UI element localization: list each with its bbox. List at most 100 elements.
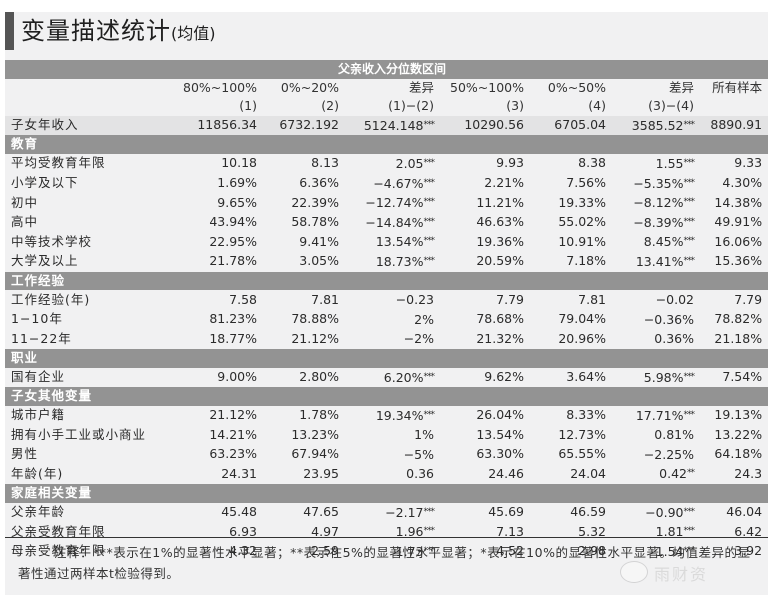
section-title: 教育	[5, 135, 769, 154]
table-cell: 9.65%	[160, 193, 263, 213]
column-label: 0%~50%	[547, 79, 606, 95]
cell-value: 3.05%	[299, 253, 339, 269]
row-label: 父亲年龄	[5, 502, 160, 523]
cell-value: 46.63%	[476, 214, 524, 230]
table-cell: 8.13	[263, 153, 345, 174]
table-row: 拥有小手工业或小商业 14.21% 13.23% 1% 13.54% 12.73% 0.81…	[5, 425, 769, 445]
row-label: 国有企业	[5, 367, 160, 388]
significance-stars: ***	[683, 371, 695, 382]
row-label: 母亲受教育年限	[5, 541, 160, 562]
cell-value: 1.54	[655, 543, 684, 559]
cell-value: 10290.56	[464, 117, 524, 133]
table-row: 父亲受教育年限 6.93 4.97 1.96*** 7.13 5.32 1.81*** 6.4…	[5, 522, 769, 542]
table-cell: 49.91%	[700, 212, 769, 233]
cell-value: 0.42	[659, 466, 687, 482]
cell-value: 21.12%	[209, 407, 257, 423]
table-cell: 26.04%	[440, 405, 530, 426]
row-label: 1−10年	[5, 309, 160, 330]
table-cell: 14.38%	[700, 193, 769, 213]
cell-value: 2.80%	[299, 369, 339, 384]
cell-value: −5.35%	[633, 175, 684, 191]
cell-value: 13.23%	[291, 426, 339, 442]
cell-value: 1.73	[395, 543, 424, 559]
cell-value: 24.04	[570, 465, 606, 481]
significance-stars: ***	[423, 526, 435, 537]
significance-stars: ***	[683, 216, 695, 227]
cell-value: 24.3	[734, 465, 763, 481]
table-cell: 46.63%	[440, 212, 530, 233]
table-cell: 65.55%	[530, 444, 612, 465]
cell-value: 6.36%	[299, 175, 339, 191]
cell-value: 16.06%	[714, 233, 763, 249]
cell-value: 58.78%	[291, 214, 339, 230]
row-label: 中等技术学校	[5, 232, 160, 252]
cell-value: 21.78%	[209, 253, 257, 269]
cell-value: 2%	[414, 311, 434, 327]
cell-value: 21.32%	[476, 330, 524, 346]
table-cell: 0.42**	[612, 464, 700, 485]
significance-stars: ***	[423, 545, 435, 556]
column-label: 0%~20%	[280, 79, 339, 95]
cell-value: 7.13	[496, 523, 524, 539]
cell-value: −2%	[403, 331, 434, 347]
cell-value: 1.55	[655, 155, 684, 171]
table-cell: −0.36%	[612, 309, 700, 330]
table-cell: 13.22%	[700, 425, 769, 445]
table-cell: 5.98%***	[612, 367, 700, 388]
cell-value: 63.23%	[209, 446, 257, 462]
table-cell: 0.81%	[612, 425, 700, 445]
table-cell: 6.93	[160, 522, 263, 542]
table-cell: 21.18%	[700, 329, 769, 349]
table-cell: 2.59	[263, 541, 345, 562]
cell-value: 24.31	[221, 465, 257, 481]
row-label: 小学及以下	[5, 173, 160, 194]
cell-value: 8890.91	[710, 117, 763, 133]
cell-value: 45.48	[221, 504, 257, 520]
cell-value: 19.36%	[476, 233, 524, 249]
cell-value: −2.25%	[643, 446, 694, 462]
cell-value: −2.17	[385, 504, 424, 520]
cell-value: 20.96%	[558, 330, 606, 346]
cell-value: 46.59	[570, 504, 606, 520]
row-label: 初中	[5, 193, 160, 213]
significance-stars: ***	[423, 216, 435, 227]
table-cell: −2%	[345, 329, 440, 349]
table-cell: 9.41%	[263, 232, 345, 252]
table-cell: 4.30%	[700, 173, 769, 194]
section-title: 子女其他变量	[5, 387, 769, 406]
row-label: 子女年收入	[5, 115, 160, 136]
column-index: (1)	[239, 98, 257, 114]
table-cell: 67.94%	[263, 444, 345, 465]
table-cell: −8.12%***	[612, 193, 700, 213]
column-index: (4)	[588, 98, 606, 114]
table-cell: 58.78%	[263, 212, 345, 233]
cell-value: 7.81	[578, 291, 606, 307]
table-cell: 9.62%	[440, 367, 530, 388]
table-cell: 1.54***	[612, 541, 700, 562]
table-cell: 13.41%***	[612, 251, 700, 272]
table-cell: 21.12%	[160, 405, 263, 426]
cell-value: 26.04%	[476, 407, 524, 423]
cell-value: −8.12%	[633, 195, 684, 211]
footnote: 注释：***表示在1%的显著性水平显著；**表示在5%的显著性水平显著；*表示在…	[18, 545, 751, 581]
cell-value: 7.18%	[566, 253, 606, 269]
table-cell: 21.12%	[263, 329, 345, 349]
significance-stars: ***	[683, 409, 695, 420]
cell-value: 1.96	[395, 524, 424, 540]
cell-value: 0.36	[406, 466, 434, 482]
watermark-text: 雨财资	[654, 565, 709, 584]
table-cell: 15.36%	[700, 251, 769, 272]
table-cell: 2.05***	[345, 153, 440, 174]
cell-value: 22.39%	[291, 194, 339, 210]
row-label: 父亲受教育年限	[5, 522, 160, 542]
table-cell: 11856.34	[160, 115, 263, 136]
band-title: 父亲收入分位数区间	[160, 60, 769, 79]
cell-value: 8.33%	[566, 407, 606, 423]
row-label: 大学及以上	[5, 251, 160, 272]
cell-value: 2.21%	[484, 175, 524, 191]
table-cell: 7.54%	[700, 367, 769, 388]
table-cell: 18.77%	[160, 329, 263, 349]
cell-value: 21.18%	[714, 330, 763, 346]
cell-value: 9.65%	[217, 194, 257, 210]
row-label: 平均受教育年限	[5, 153, 160, 174]
